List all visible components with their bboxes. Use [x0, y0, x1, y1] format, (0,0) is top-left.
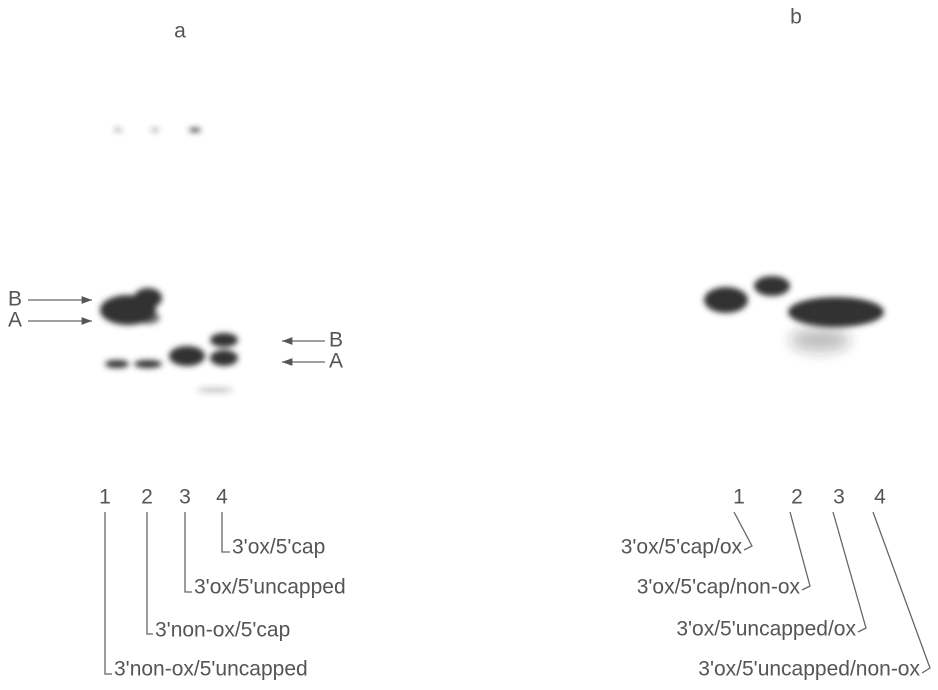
marker-label: A — [8, 309, 22, 332]
lane-number: 2 — [141, 486, 153, 509]
lane-number: 4 — [216, 486, 228, 509]
lane-number: 1 — [99, 486, 111, 509]
lane-label: 3'ox/5'cap/non-ox — [637, 576, 801, 599]
lane-number: 3 — [833, 486, 845, 509]
lane-label: 3'non-ox/5'uncapped — [114, 658, 308, 681]
marker-label: B — [329, 329, 343, 352]
leader-line — [147, 512, 153, 634]
lane-label: 3'ox/5'uncapped/non-ox — [698, 658, 920, 681]
lane-label: 3'ox/5'uncapped — [194, 576, 346, 599]
panel-label: b — [790, 6, 802, 29]
panel-label: a — [174, 20, 186, 43]
gel-b — [704, 276, 884, 352]
lane-number: 1 — [733, 486, 745, 509]
marker-label: B — [8, 288, 22, 311]
gel-a — [100, 128, 238, 393]
marker-label: A — [329, 350, 343, 373]
lane-label: 3'ox/5'cap — [232, 536, 325, 559]
lane-number: 3 — [179, 486, 191, 509]
lane-label: 3'ox/5'uncapped/ox — [676, 618, 856, 641]
leader-line — [873, 512, 930, 673]
lane-number: 2 — [791, 486, 803, 509]
lane-label: 3'non-ox/5'cap — [155, 619, 290, 642]
leader-line — [222, 512, 230, 552]
leader-line — [105, 512, 112, 674]
figure: a B A B A 1 2 3 4 3'ox/5'cap 3'ox/5'unca… — [0, 0, 938, 690]
leader-line — [185, 512, 192, 592]
leader-line — [833, 512, 866, 632]
lane-label: 3'ox/5'cap/ox — [621, 536, 743, 559]
lane-number: 4 — [874, 486, 886, 509]
